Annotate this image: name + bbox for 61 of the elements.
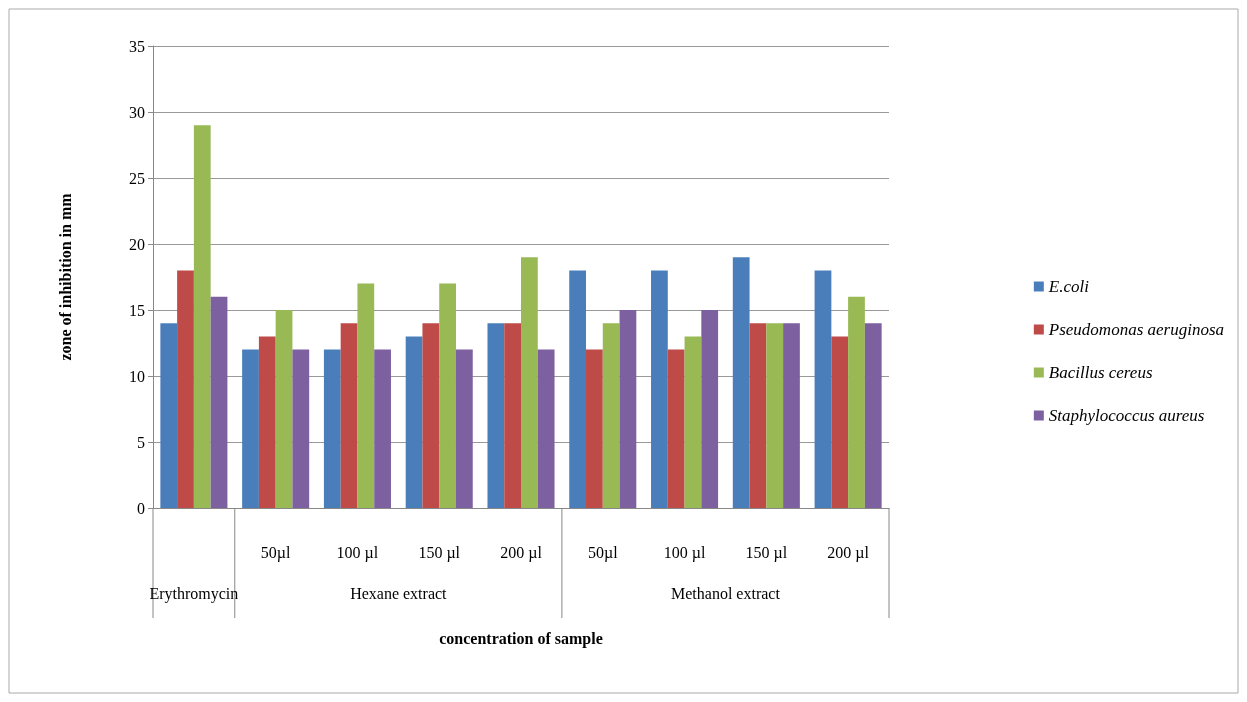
bar: [569, 270, 587, 508]
x-tick-label: 50µl: [587, 543, 619, 562]
bar: [422, 323, 440, 508]
bar: [537, 349, 555, 508]
bar: [864, 323, 882, 508]
x-axis-title: concentration of sample: [439, 629, 603, 648]
y-axis-title: zone of inhibition in mm: [56, 192, 74, 361]
text: Methanol extract: [671, 584, 781, 602]
bar: [651, 270, 668, 508]
bar: [323, 349, 341, 508]
text: Hexane extract: [350, 584, 448, 602]
x-tick-label: 200 µl: [500, 543, 543, 562]
bar: [258, 336, 276, 508]
bar: [340, 323, 358, 508]
bar: [504, 323, 521, 508]
x-tick-label: 100 µl: [336, 543, 379, 562]
bar: [160, 323, 178, 508]
y-tick-label: 30: [129, 103, 145, 121]
y-tick-label: 10: [129, 367, 145, 385]
y-tick-label: 5: [137, 433, 145, 451]
bar: [732, 257, 750, 508]
bar: [667, 349, 685, 508]
bar: [848, 296, 865, 508]
bar: [487, 323, 505, 508]
bar: [602, 323, 620, 508]
bar: [521, 257, 538, 508]
bar: [586, 349, 603, 508]
bar: [193, 125, 211, 508]
bar: [439, 283, 456, 508]
x-tick-label: 150 µl: [418, 543, 461, 562]
bar: [783, 323, 800, 508]
bar: [684, 336, 702, 508]
legend-label: Pseudomonas aeruginosa: [1047, 320, 1225, 339]
bar: [292, 349, 310, 508]
bar: [177, 270, 194, 508]
bar: [210, 296, 228, 508]
bar: [749, 323, 767, 508]
y-tick-label: 35: [129, 37, 145, 55]
text: Erythromycin: [149, 584, 239, 603]
bar: [374, 349, 391, 508]
y-tick-label: 25: [129, 169, 145, 187]
bar: [405, 336, 423, 508]
bar: [619, 310, 637, 508]
bar: [275, 310, 293, 508]
legend-label: Bacillus cereus: [1048, 363, 1153, 382]
bar: [701, 310, 719, 508]
legend-label: E.coli: [1047, 277, 1090, 296]
bar: [766, 323, 784, 508]
bar: [357, 283, 375, 508]
x-tick-label: 200 µl: [827, 543, 870, 562]
x-tick-label: 100 µl: [663, 543, 706, 562]
bar: [242, 349, 259, 508]
x-tick-label: 50µl: [260, 543, 292, 562]
y-tick-label: 0: [137, 499, 145, 517]
x-tick-label: 150 µl: [745, 543, 788, 562]
legend-label: Staphylococcus aureus: [1048, 406, 1205, 425]
y-tick-label: 15: [129, 301, 145, 319]
bar: [831, 336, 849, 508]
y-tick-label: 20: [129, 235, 145, 253]
bar: [455, 349, 473, 508]
bar: [814, 270, 832, 508]
